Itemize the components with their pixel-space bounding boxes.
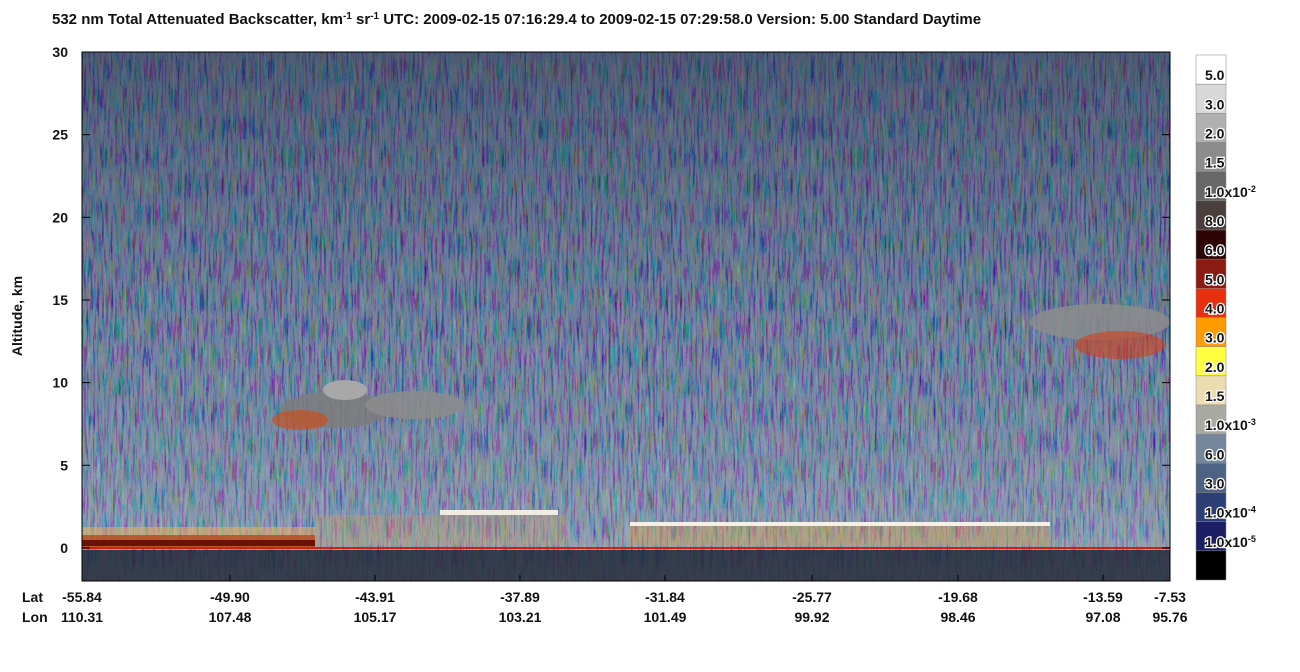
colorbar-swatch <box>1195 288 1227 318</box>
lon-label: 107.48 <box>209 609 252 625</box>
title-superscript: -1 <box>370 11 379 22</box>
y-axis-label: Altitude, km <box>9 276 25 356</box>
colorbar-swatch <box>1195 200 1227 231</box>
colorbar-swatch <box>1195 229 1227 260</box>
lon-label: 99.92 <box>794 609 829 625</box>
colorbar-label: 6.0 <box>1205 242 1225 258</box>
y-tick-label: 20 <box>52 209 68 225</box>
colorbar-label: 8.0 <box>1205 213 1225 229</box>
colorbar-swatch <box>1195 54 1227 85</box>
title-text: UTC: 2009-02-15 07:16:29.4 to 2009-02-15… <box>379 11 981 28</box>
lat-label: -7.53 <box>1154 589 1186 605</box>
colorbar-label: 2.0 <box>1205 359 1225 375</box>
lon-label: 98.46 <box>940 609 975 625</box>
colorbar-label-base: 1.0x10 <box>1205 505 1248 521</box>
lat-label: -55.84 <box>62 589 102 605</box>
lon-label: 101.49 <box>644 609 687 625</box>
y-tick-label: 5 <box>60 457 68 473</box>
colorbar-swatch <box>1195 521 1227 552</box>
x-row-label: Lon <box>22 609 48 625</box>
colorbar-swatch <box>1195 492 1227 522</box>
lat-label: -37.89 <box>500 589 540 605</box>
y-tick-label: 25 <box>52 127 68 143</box>
colorbar-label-base: 1.0x10 <box>1205 417 1248 433</box>
colorbar-swatch <box>1195 171 1227 202</box>
lon-label: 105.17 <box>354 609 397 625</box>
colorbar-label: 1.0x10-2 <box>1205 184 1256 200</box>
colorbar-swatch <box>1195 375 1227 406</box>
colorbar-label-exponent: -4 <box>1248 505 1256 515</box>
colorbar-label: 1.5 <box>1205 388 1225 404</box>
chart-title: 532 nm Total Attenuated Backscatter, km-… <box>52 11 981 29</box>
colorbar-label: 3.0 <box>1205 476 1225 492</box>
colorbar-label: 1.5 <box>1205 155 1225 171</box>
colorbar-label: 6.0 <box>1205 446 1225 462</box>
colorbar-label-base: 1.0x10 <box>1205 534 1248 550</box>
colorbar-swatch <box>1195 113 1227 143</box>
y-tick-label: 0 <box>60 540 68 556</box>
colorbar-swatch <box>1195 83 1227 114</box>
lon-label: 110.31 <box>61 609 103 625</box>
colorbar-swatch <box>1195 346 1227 377</box>
colorbar-label: 1.0x10-4 <box>1205 505 1256 521</box>
backscatter-image <box>82 52 1170 581</box>
colorbar-swatch <box>1195 142 1227 172</box>
colorbar-label: 4.0 <box>1205 301 1225 317</box>
colorbar-label: 5.0 <box>1205 271 1225 287</box>
colorbar-label: 5.0 <box>1205 67 1225 83</box>
title-text: sr <box>352 11 371 28</box>
colorbar-label-exponent: -2 <box>1248 184 1256 194</box>
colorbar-label: 3.0 <box>1205 330 1225 346</box>
colorbar-label: 1.0x10-3 <box>1205 417 1256 433</box>
colorbar-swatch <box>1195 463 1227 493</box>
colorbar-swatch <box>1195 258 1227 289</box>
colorbar-swatch <box>1195 317 1227 347</box>
lon-label: 103.21 <box>499 609 542 625</box>
lat-label: -31.84 <box>645 589 685 605</box>
colorbar-label-exponent: -5 <box>1248 534 1256 544</box>
y-tick-label: 10 <box>52 375 68 391</box>
lat-label: -25.77 <box>792 589 832 605</box>
y-tick-label: 30 <box>52 44 68 60</box>
colorbar-label: 3.0 <box>1205 96 1225 112</box>
colorbar-label-exponent: -3 <box>1248 417 1256 427</box>
lat-label: -13.59 <box>1083 589 1123 605</box>
title-text: 532 nm Total Attenuated Backscatter, km <box>52 11 343 28</box>
colorbar-swatch <box>1195 433 1227 464</box>
lon-label: 95.76 <box>1152 609 1187 625</box>
plot-frame <box>81 51 1171 582</box>
lat-label: -19.68 <box>938 589 978 605</box>
colorbar-swatch <box>1195 404 1227 435</box>
lat-label: -43.91 <box>355 589 395 605</box>
colorbar-label: 1.0x10-5 <box>1205 534 1256 550</box>
lon-label: 97.08 <box>1085 609 1120 625</box>
colorbar-label-base: 1.0x10 <box>1205 184 1248 200</box>
colorbar-label: 2.0 <box>1205 126 1225 142</box>
x-row-label: Lat <box>22 589 43 605</box>
title-superscript: -1 <box>343 11 352 22</box>
y-tick-label: 15 <box>52 292 68 308</box>
lat-label: -49.90 <box>210 589 250 605</box>
colorbar-swatch <box>1195 550 1227 581</box>
